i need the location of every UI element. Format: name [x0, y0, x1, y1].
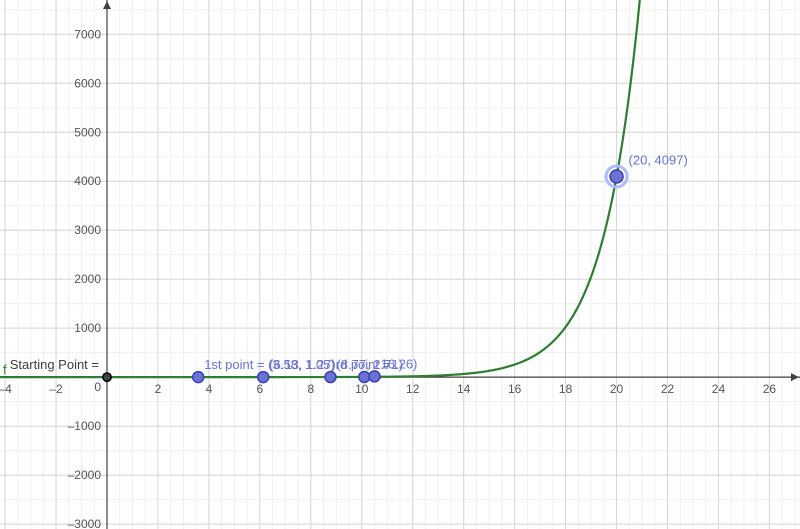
data-point[interactable]: [610, 170, 623, 183]
x-tick-label: 4: [206, 382, 213, 396]
origin-label: 0: [94, 380, 101, 394]
data-point[interactable]: [193, 372, 204, 383]
y-tick-label: 2000: [74, 272, 101, 286]
x-tick-label: 18: [559, 382, 573, 396]
x-tick-label: 6: [257, 382, 264, 396]
y-tick-label: 1000: [74, 321, 101, 335]
data-point[interactable]: [359, 371, 370, 382]
point-label: (20, 4097): [629, 152, 688, 167]
x-tick-label: 22: [661, 382, 675, 396]
y-tick-label: 5000: [74, 125, 101, 139]
y-tick-label: 3000: [74, 223, 101, 237]
grid-minor: [0, 0, 800, 529]
y-tick-label: 6000: [74, 76, 101, 90]
data-point[interactable]: [325, 372, 336, 383]
x-tick-label: 16: [508, 382, 522, 396]
x-tick-label: –4: [0, 382, 12, 396]
x-tick-label: 2: [155, 382, 162, 396]
x-tick-label: –2: [49, 382, 63, 396]
point-label: Starting Point =: [10, 357, 99, 372]
y-tick-label: 4000: [74, 174, 101, 188]
point-label: 16.26): [381, 356, 418, 371]
x-tick-label: 10: [355, 382, 369, 396]
chart-svg: –4–22468101214161820222426–3000–2000–100…: [0, 0, 800, 529]
data-point[interactable]: [103, 373, 111, 381]
data-point[interactable]: [258, 372, 269, 383]
x-tick-label: 24: [712, 382, 726, 396]
x-tick-label: 20: [610, 382, 624, 396]
x-tick-label: 26: [763, 382, 777, 396]
y-tick-label: 7000: [74, 27, 101, 41]
data-point[interactable]: [369, 371, 380, 382]
y-tick-label: –2000: [68, 468, 102, 482]
x-tick-label: 12: [406, 382, 420, 396]
function-label: f: [3, 362, 7, 377]
chart-container: –4–22468101214161820222426–3000–2000–100…: [0, 0, 800, 529]
y-tick-label: –3000: [68, 517, 102, 529]
x-tick-label: 8: [307, 382, 314, 396]
x-tick-label: 14: [457, 382, 471, 396]
y-tick-label: –1000: [68, 419, 102, 433]
